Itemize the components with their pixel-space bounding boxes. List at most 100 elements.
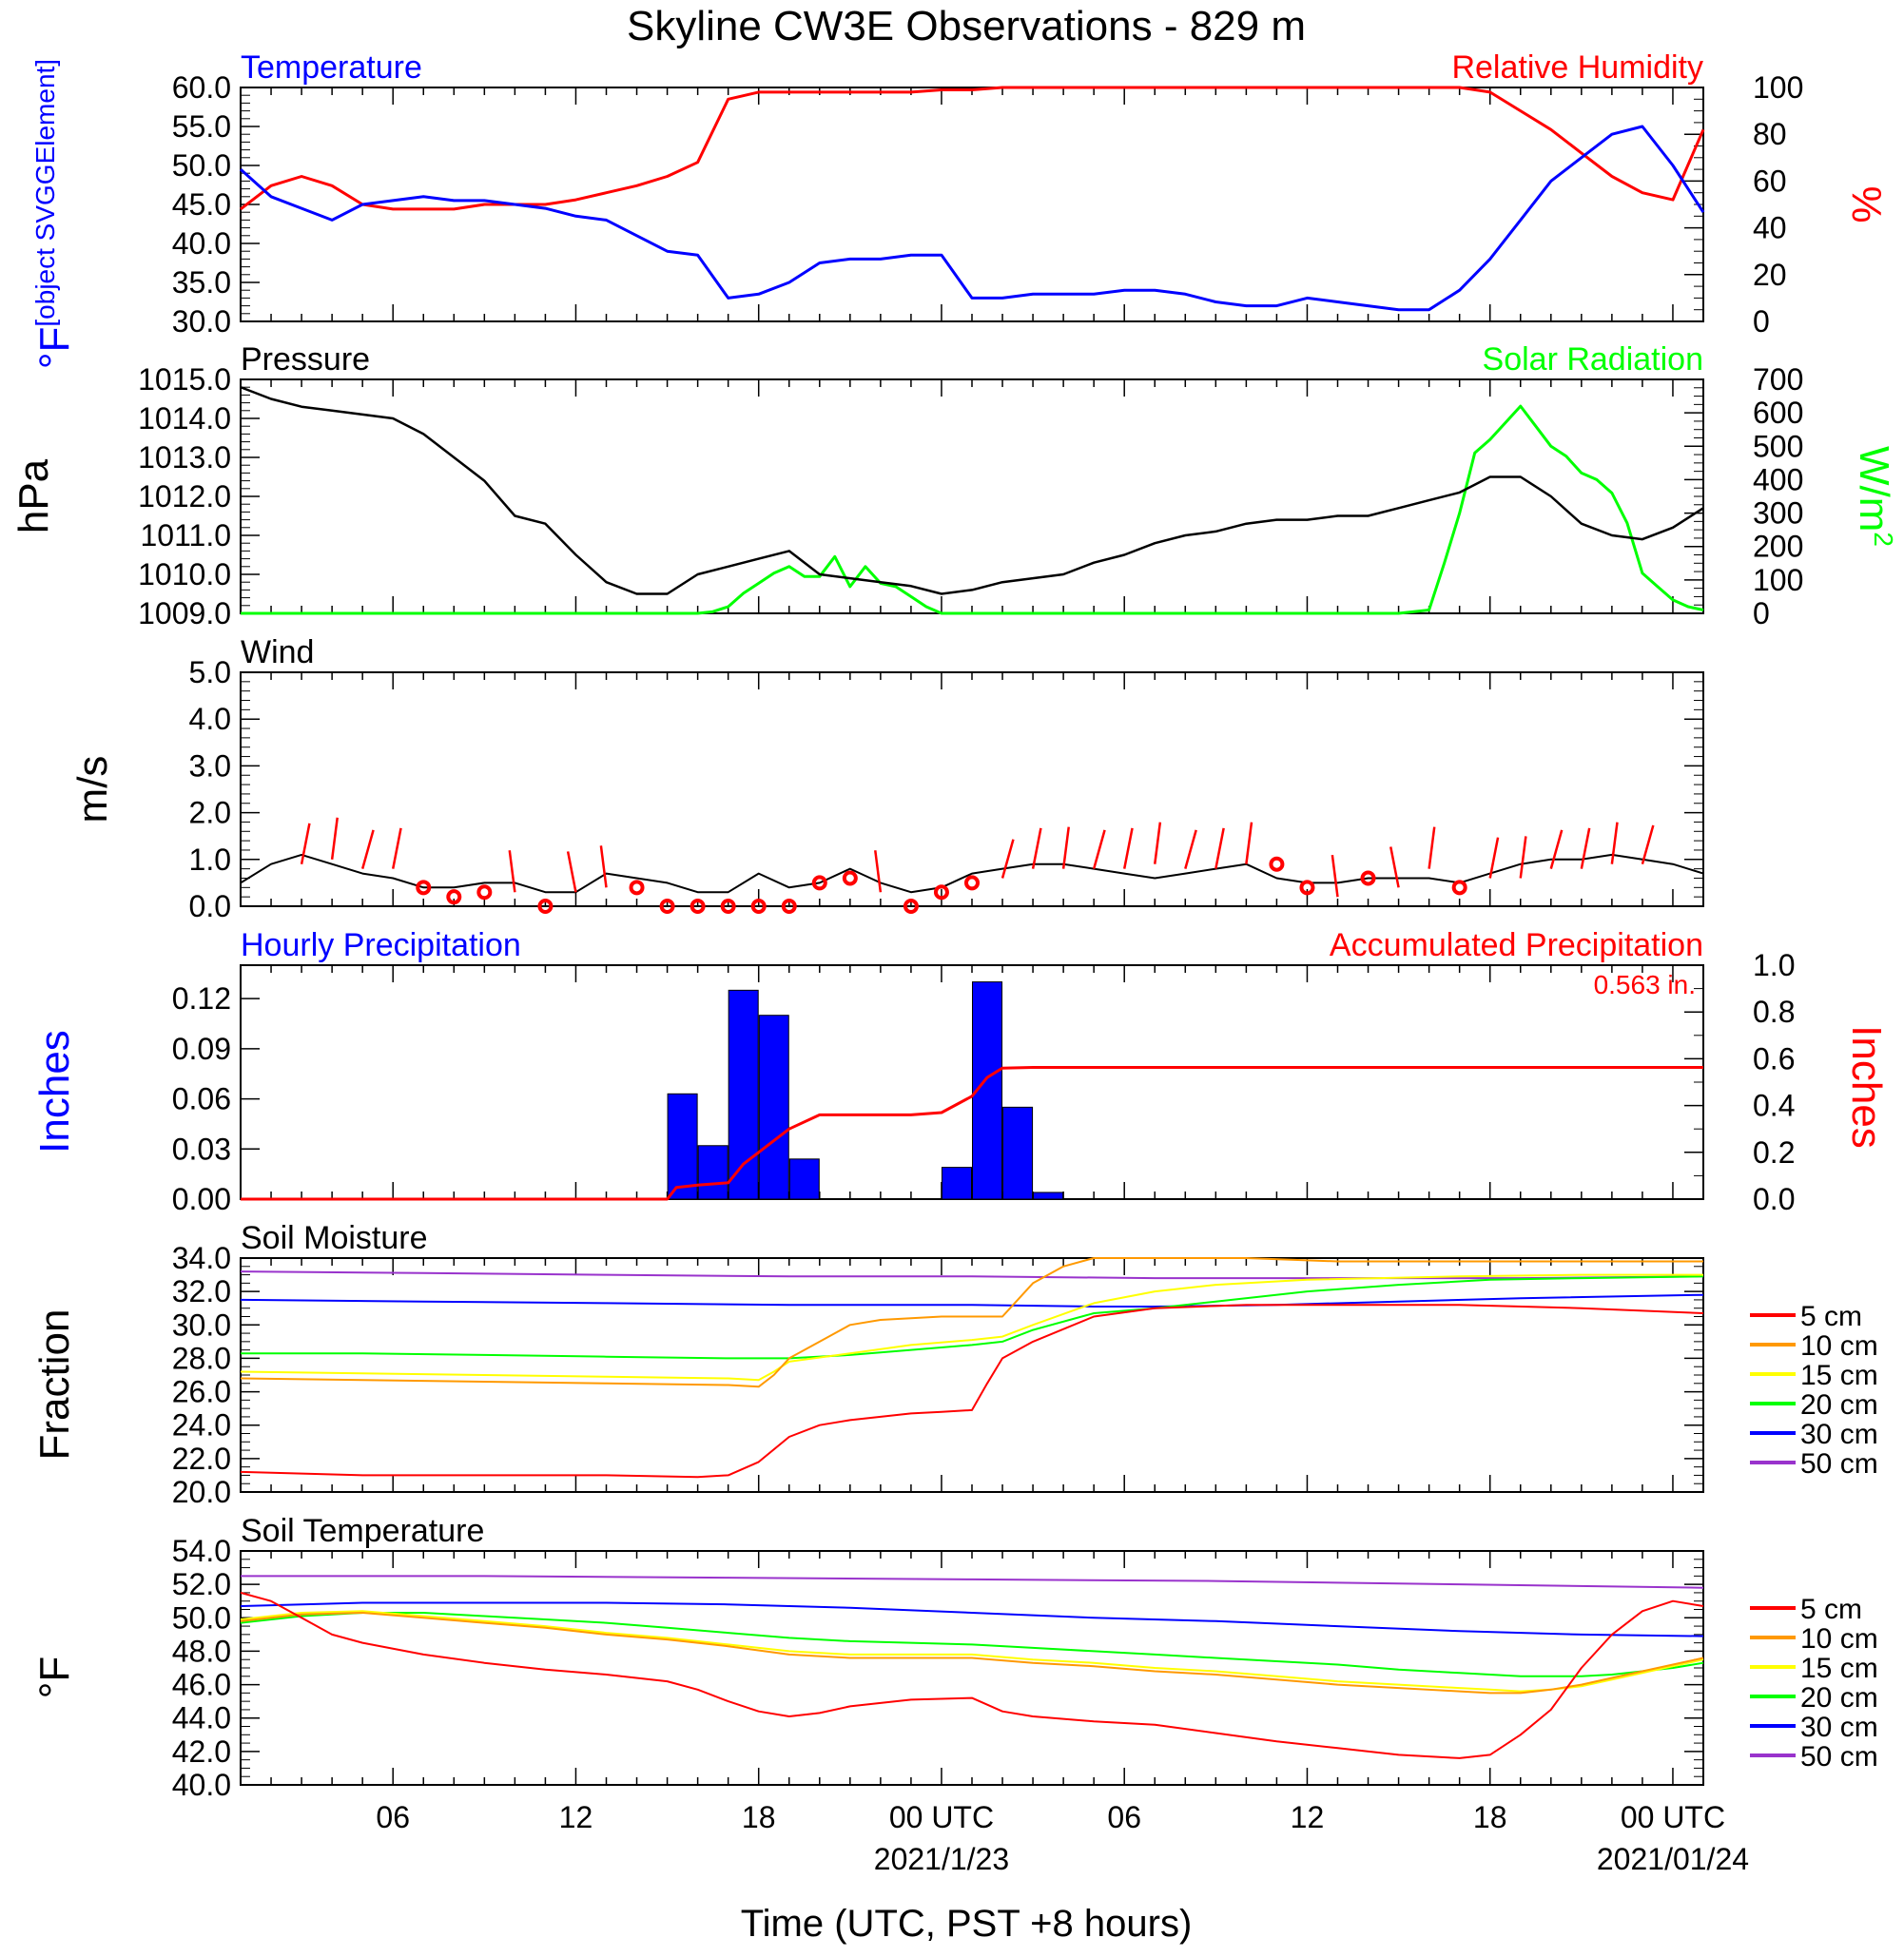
y-tick-label: 1009.0 — [138, 596, 231, 630]
panel-title-left: Wind — [241, 634, 314, 670]
y2-tick-label: 0 — [1753, 596, 1770, 630]
y2-tick-label: 0.0 — [1753, 1182, 1795, 1216]
y2-tick-label: 0 — [1753, 304, 1770, 339]
legend-label: 50 cm — [1800, 1448, 1878, 1480]
depth-line-20cm — [240, 1612, 1704, 1677]
chart-title: Skyline CW3E Observations - 829 m — [627, 3, 1306, 49]
y2-tick-label: 0.2 — [1753, 1135, 1795, 1170]
y2-tick-label: 60 — [1753, 164, 1787, 198]
plot-frame — [240, 671, 1704, 907]
legend-label: 20 cm — [1800, 1682, 1878, 1714]
y2-tick-label: 500 — [1753, 429, 1803, 463]
solar-radiation-line — [241, 404, 1704, 615]
plot-frame — [240, 1550, 1704, 1786]
wind-barb — [330, 817, 339, 860]
y-tick-label: 1011.0 — [141, 518, 232, 552]
calm-wind-marker — [1269, 856, 1285, 872]
accumulated-precip-line — [241, 1066, 1703, 1201]
plot-frame — [240, 87, 1704, 322]
y-tick-label: 22.0 — [172, 1442, 231, 1476]
x-tick-label: 00 UTC — [889, 1800, 994, 1834]
wind-barb — [1580, 827, 1591, 869]
y-axis-label: m/s — [69, 756, 116, 823]
wind-barb — [1001, 839, 1015, 879]
y-tick-label: 46.0 — [172, 1668, 231, 1702]
wind-barb — [508, 850, 516, 893]
y-tick-label: 45.0 — [172, 187, 231, 222]
humidity-line — [240, 86, 1705, 211]
y-axis-label-superscript: [object SVGGElement] — [30, 59, 60, 327]
wind-barb — [566, 851, 577, 893]
calm-wind-marker — [690, 899, 706, 914]
wind-barb — [1389, 846, 1400, 888]
total-precip-label: 0.563 in. — [1594, 970, 1696, 999]
y-tick-label: 1.0 — [189, 843, 231, 877]
panel-title-right: Accumulated Precipitation — [1330, 927, 1703, 963]
y-tick-label: 32.0 — [172, 1274, 231, 1308]
wind-barb — [1245, 822, 1253, 864]
calm-wind-marker — [750, 899, 767, 914]
legend-label: 10 cm — [1800, 1623, 1878, 1655]
depth-line-50cm — [241, 1575, 1704, 1589]
wind-barb — [1331, 854, 1339, 898]
depth-line-15cm — [240, 1610, 1704, 1693]
calm-wind-marker — [476, 884, 493, 901]
y-tick-label: 0.12 — [172, 981, 231, 1016]
wind-barb — [1031, 827, 1042, 869]
x-axis-label: Time (UTC, PST +8 hours) — [741, 1903, 1193, 1945]
y-tick-label: 60.0 — [172, 70, 231, 105]
y-tick-label: 5.0 — [189, 655, 231, 689]
precip-bar — [697, 1145, 729, 1200]
panel-title-left: Soil Moisture — [241, 1220, 428, 1256]
wind-barb — [1428, 826, 1436, 869]
y2-tick-label: 600 — [1753, 396, 1803, 430]
y-tick-label: 54.0 — [172, 1534, 231, 1568]
precip-bar — [788, 1158, 820, 1200]
y2-tick-label: 100 — [1753, 70, 1803, 105]
panel-pressure_solar: 1015.0 1014.0 1013.0 1012.0 1011.0 1010.0 1009… — [10, 341, 1899, 630]
y2-axis-label-superscript: 2 — [1870, 532, 1899, 547]
panel-soil_moisture: 34.032.030.028.026.024.022.020.0 Soil Moi… — [31, 1220, 1878, 1509]
calm-wind-marker — [1299, 880, 1315, 896]
calm-wind-marker — [811, 875, 827, 891]
y2-tick-label: 0.6 — [1753, 1041, 1795, 1075]
wind-barb — [360, 829, 375, 869]
wind-barb — [1214, 827, 1225, 869]
legend-label: 30 cm — [1800, 1419, 1878, 1450]
wind-barb — [1610, 822, 1619, 864]
legend-label: 15 cm — [1800, 1653, 1878, 1684]
wind-barb — [1122, 827, 1134, 869]
plot-frame — [240, 378, 1704, 614]
temperature-line — [239, 125, 1705, 312]
calm-wind-marker — [720, 899, 736, 914]
y-tick-label: 26.0 — [172, 1375, 231, 1409]
y-tick-label: 30.0 — [172, 1308, 231, 1342]
y-tick-label: 30.0 — [172, 304, 231, 339]
y-tick-label: 1014.0 — [138, 401, 231, 436]
depth-line-10cm — [240, 1612, 1704, 1695]
y-tick-label: 1010.0 — [138, 557, 231, 591]
y2-tick-label: 200 — [1753, 530, 1803, 564]
y-tick-label: 20.0 — [172, 1475, 231, 1509]
panel-title-left: Soil Temperature — [241, 1513, 484, 1549]
x-tick-label: 12 — [1291, 1800, 1325, 1834]
precip-bar — [728, 989, 759, 1200]
y-tick-label: 0.09 — [172, 1032, 231, 1066]
wind-barb — [391, 827, 402, 869]
y-tick-label: 35.0 — [172, 265, 231, 300]
y-tick-label: 48.0 — [172, 1634, 231, 1668]
panel-title-left: Temperature — [241, 49, 422, 86]
y-tick-label: 0.0 — [189, 889, 231, 923]
calm-wind-marker — [933, 884, 949, 901]
y-tick-label: 34.0 — [172, 1241, 231, 1275]
calm-wind-marker — [537, 899, 554, 914]
calm-wind-marker — [629, 880, 645, 896]
x-tick-label: 06 — [376, 1800, 410, 1834]
x-axis: 06 12 18 00 UTC 2021/1/23 06 12 18 00 UTC 2021/01… — [376, 1800, 1749, 1876]
y-tick-label: 40.0 — [172, 226, 231, 261]
wind-barb — [599, 845, 608, 888]
x-tick-label: 06 — [1107, 1800, 1141, 1834]
precip-bar — [972, 981, 1003, 1200]
y-tick-label: 55.0 — [172, 109, 231, 144]
panel-title-right: Relative Humidity — [1451, 49, 1703, 86]
